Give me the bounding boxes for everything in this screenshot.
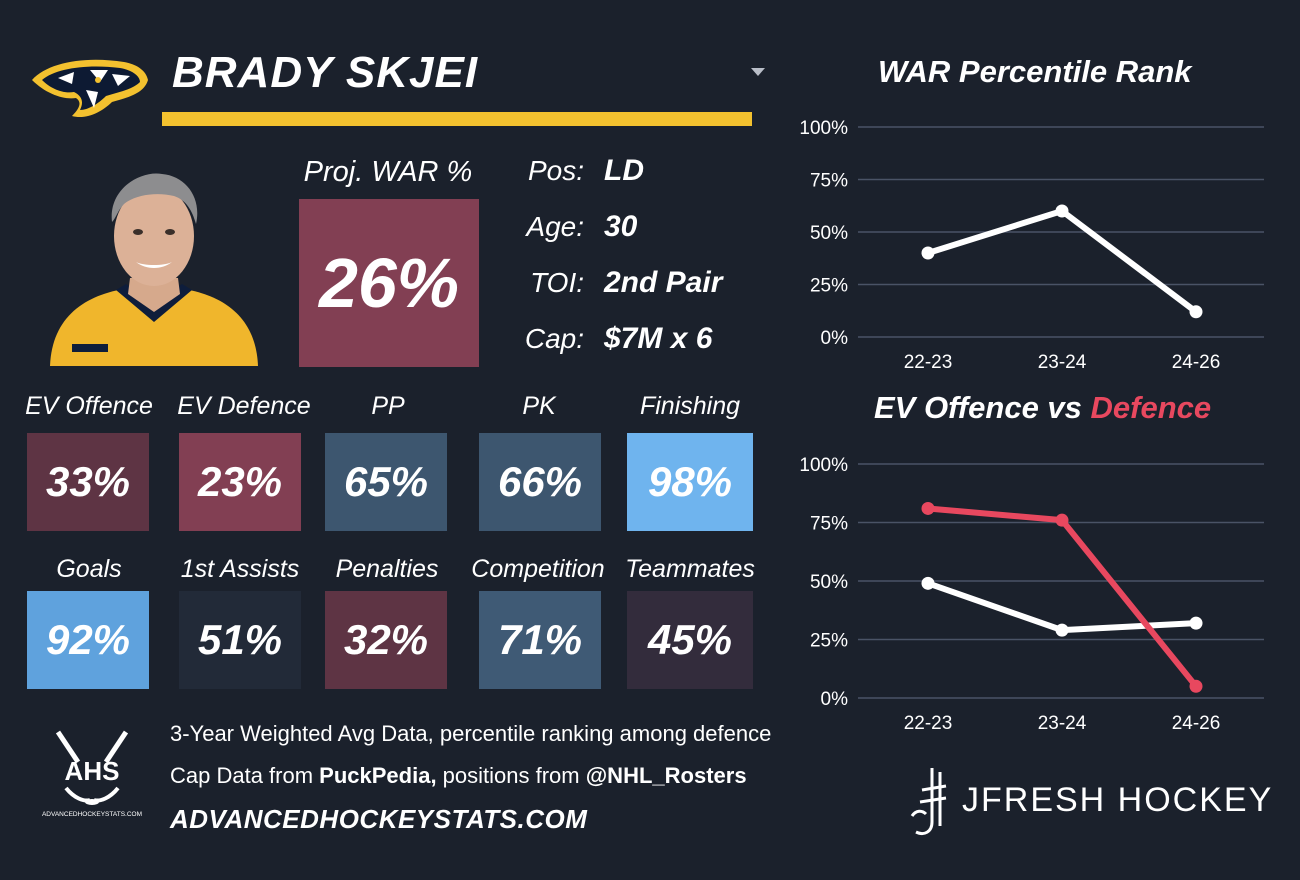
info-label-toi: TOI:: [530, 267, 584, 298]
footer-nhl-rosters: @NHL_Rosters: [585, 763, 747, 788]
player-photo: [50, 173, 258, 366]
stat-label-finishing: Finishing: [639, 392, 741, 420]
stat-tile-teammates: 45%: [627, 591, 753, 689]
proj-war-label: Proj. WAR %: [303, 156, 473, 188]
war-percentile-chart: 100% 75% 50% 25% 0% 22-23 23-24 24-26: [799, 118, 1264, 373]
stat-value-finishing: 98%: [647, 458, 733, 505]
ahs-logo-icon: AHS ADVANCEDHOCKEYSTATS.COM: [42, 730, 142, 818]
info-label-cap: Cap:: [524, 323, 584, 354]
stat-tile-ev-defence: 23%: [179, 433, 301, 531]
y-tick-label: 75%: [810, 171, 848, 192]
stat-label-goals: Goals: [56, 555, 122, 583]
chart-title-ev-prefix: EV Offence vs: [874, 390, 1091, 425]
info-value-cap: $7M x 6: [604, 322, 713, 355]
stat-tile-ev-offence: 33%: [27, 433, 149, 531]
stat-value-1st-assists: 51%: [197, 616, 283, 663]
y-tick-label: 100%: [799, 118, 848, 139]
y-tick-label: 25%: [810, 631, 848, 652]
ahs-logo-subtext: ADVANCEDHOCKEYSTATS.COM: [42, 811, 142, 818]
y-tick-label: 100%: [799, 455, 848, 476]
stat-label-pp: PP: [371, 392, 405, 420]
stat-label-ev-offence: EV Offence: [25, 392, 153, 420]
chevron-down-icon[interactable]: [749, 66, 767, 78]
y-tick-label: 50%: [810, 223, 848, 244]
info-label-age: Age:: [526, 211, 584, 242]
x-tick-label: 23-24: [1038, 713, 1087, 734]
stat-label-competition: Competition: [471, 555, 605, 583]
stat-value-ev-offence: 33%: [45, 458, 131, 505]
y-tick-label: 25%: [810, 276, 848, 297]
stat-label-penalties: Penalties: [335, 555, 439, 583]
y-tick-label: 50%: [810, 572, 848, 593]
stat-value-competition: 71%: [497, 616, 583, 663]
stat-label-teammates: Teammates: [625, 555, 755, 583]
series-line-0: [925, 208, 1199, 315]
y-tick-label: 0%: [821, 689, 849, 710]
info-value-toi: 2nd Pair: [604, 266, 723, 299]
brand-name: JFRESH HOCKEY: [962, 781, 1274, 819]
info-value-age: 30: [604, 210, 638, 243]
data-point: [921, 246, 935, 260]
stat-value-penalties: 32%: [343, 616, 429, 663]
stat-label-ev-defence: EV Defence: [177, 392, 311, 420]
stat-tile-1st-assists: 51%: [179, 591, 301, 689]
footer-note-1: 3-Year Weighted Avg Data, percentile ran…: [170, 721, 772, 746]
stat-label-pk: PK: [522, 392, 556, 420]
data-point: [1189, 305, 1203, 319]
series-line-0: [925, 580, 1199, 634]
footer-puckpedia: PuckPedia,: [319, 763, 437, 788]
predators-logo-icon: [32, 59, 148, 118]
y-tick-label: 0%: [821, 328, 849, 349]
footer-note-2-mid: positions from: [436, 763, 586, 788]
stat-tile-goals: 92%: [27, 591, 149, 689]
stat-value-pp: 65%: [343, 458, 429, 505]
site-url: ADVANCEDHOCKEYSTATS.COM: [170, 804, 588, 834]
data-point: [1055, 623, 1069, 637]
x-tick-label: 24-26: [1172, 713, 1221, 734]
ahs-logo-text: AHS: [65, 756, 120, 786]
data-point: [921, 501, 935, 515]
stat-label-1st-assists: 1st Assists: [180, 555, 300, 583]
stat-tile-pk: 66%: [479, 433, 601, 531]
proj-war-value: 26%: [318, 244, 460, 322]
jfresh-logo-icon: [910, 768, 947, 836]
data-point: [1055, 513, 1069, 527]
proj-war-box: 26%: [299, 199, 479, 367]
chart-title-ev-defence: Defence: [1090, 390, 1212, 425]
x-tick-label: 22-23: [904, 352, 953, 373]
x-tick-label: 23-24: [1038, 352, 1087, 373]
stat-value-pk: 66%: [497, 458, 583, 505]
player-name: BRADY SKJEI: [172, 48, 479, 97]
chart-title-war: WAR Percentile Rank: [878, 54, 1192, 89]
data-point: [1055, 204, 1069, 218]
stat-value-teammates: 45%: [647, 616, 733, 663]
info-label-pos: Pos:: [527, 155, 584, 186]
stat-value-ev-defence: 23%: [197, 458, 283, 505]
data-point: [921, 576, 935, 590]
data-point: [1189, 616, 1203, 630]
footer-note-2-pre: Cap Data from: [170, 763, 320, 788]
footer-note-2: Cap Data from PuckPedia, positions from …: [170, 763, 747, 789]
info-value-pos: LD: [604, 154, 644, 187]
name-underline: [162, 112, 752, 126]
stat-tile-pp: 65%: [325, 433, 447, 531]
stat-value-goals: 92%: [45, 616, 131, 663]
chart-title-ev: EV Offence vs Defence: [874, 390, 1211, 426]
stat-tile-finishing: 98%: [627, 433, 753, 531]
x-tick-label: 22-23: [904, 713, 953, 734]
stat-tile-competition: 71%: [479, 591, 601, 689]
y-tick-label: 75%: [810, 514, 848, 535]
data-point: [1189, 679, 1203, 693]
stat-tile-penalties: 32%: [325, 591, 447, 689]
ev-offence-defence-chart: 100% 75% 50% 25% 0% 22-23 23-24 24-26: [799, 455, 1264, 734]
x-tick-label: 24-26: [1172, 352, 1221, 373]
